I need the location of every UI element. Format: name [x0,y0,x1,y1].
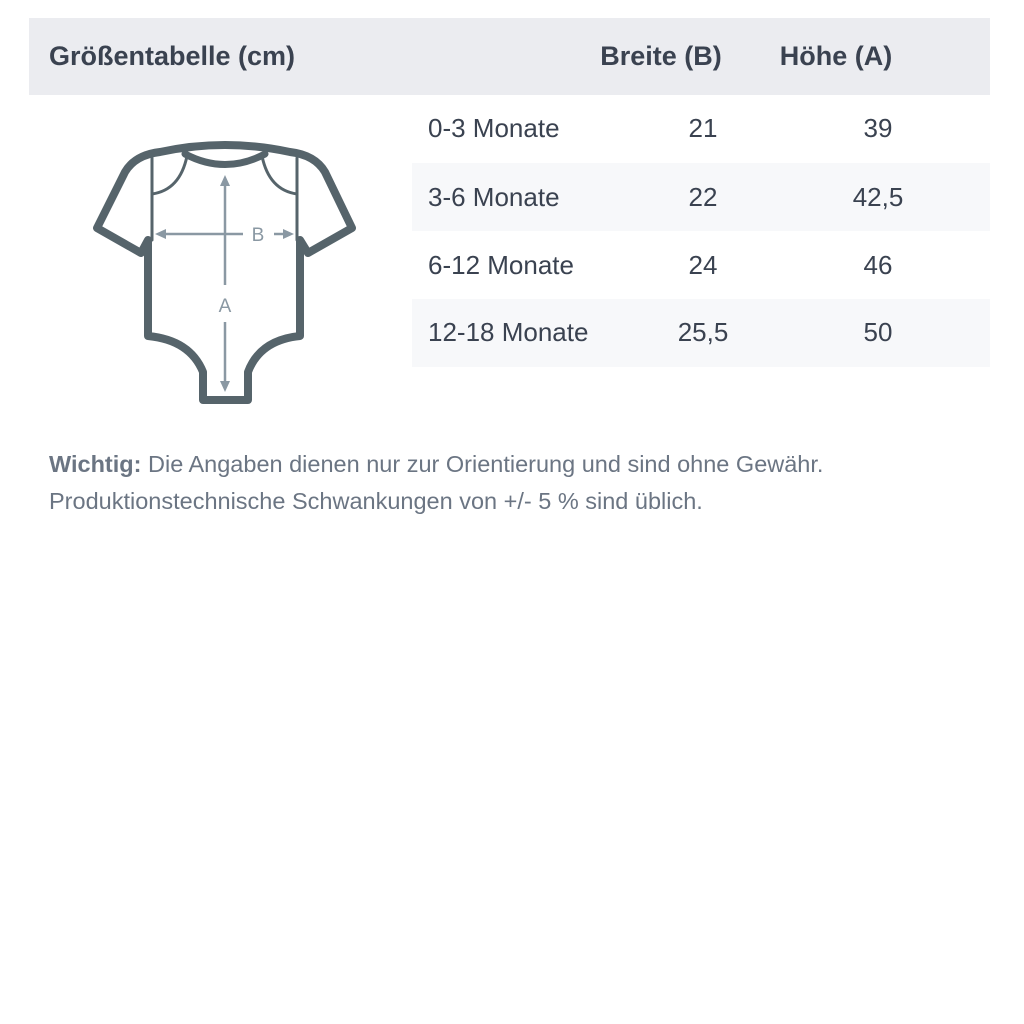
table-header [29,18,990,95]
size-cell: 12-18 Monate [428,317,589,347]
height-cell: 42,5 [852,182,904,212]
height-cell: 39 [863,113,893,143]
label-a: A [219,296,232,317]
note-line2: Produktionstechnische Schwankungen von +… [49,488,703,514]
table-title: Größentabelle (cm) [49,41,296,71]
baby-bodysuit-icon: B A [93,141,356,404]
label-b: B [252,225,265,246]
size-cell: 3-6 Monate [428,182,560,212]
row-stripe [412,299,990,367]
width-cell: 22 [688,182,718,212]
height-cell: 50 [863,317,893,347]
width-cell: 25,5 [677,317,729,347]
size-cell: 6-12 Monate [428,250,574,280]
width-cell: 24 [688,250,718,280]
column-header-width: Breite (B) [600,41,722,71]
note-line1: Die Angaben dienen nur zur Orientierung … [141,451,824,477]
size-cell: 0-3 Monate [428,113,560,143]
width-cell: 21 [688,113,718,143]
column-header-height: Höhe (A) [779,41,893,71]
row-stripe [412,163,990,231]
note-bold: Wichtig: [49,451,142,477]
height-cell: 46 [863,250,893,280]
disclaimer-note: Wichtig: Die Angaben dienen nur zur Orie… [49,446,823,520]
